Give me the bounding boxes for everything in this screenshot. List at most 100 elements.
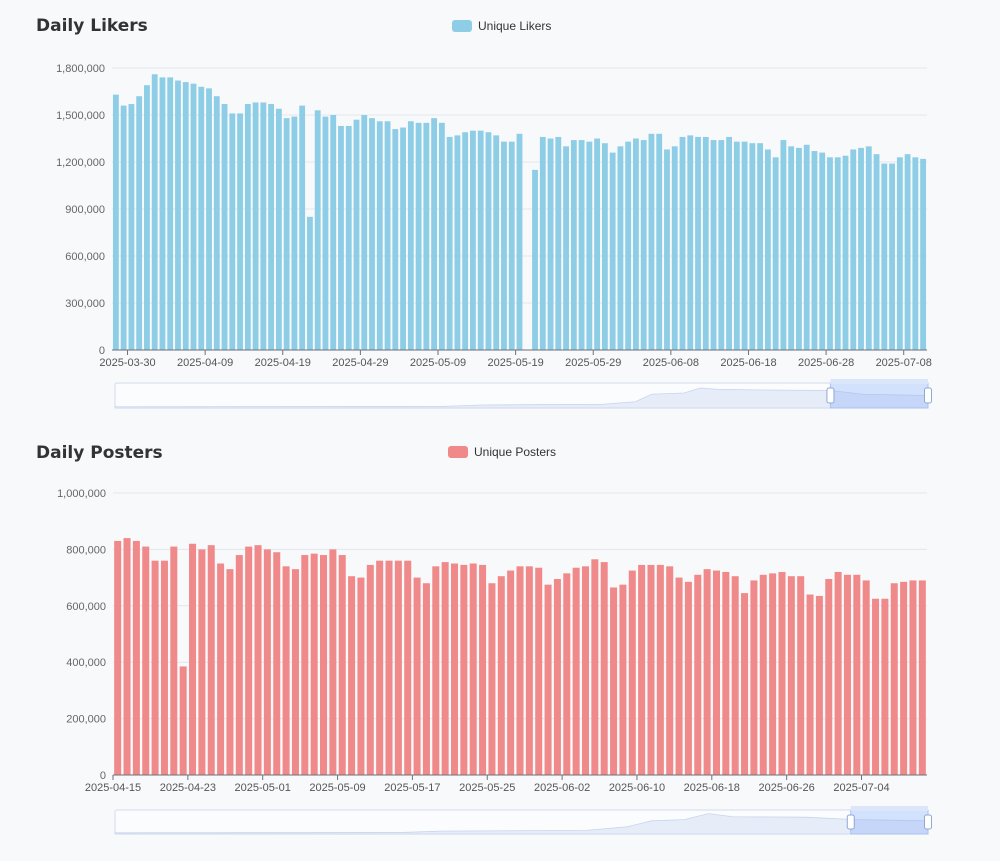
- likers-bar[interactable]: [260, 102, 267, 350]
- posters-bar[interactable]: [656, 564, 664, 775]
- likers-bar[interactable]: [912, 157, 919, 350]
- posters-bar[interactable]: [703, 569, 711, 775]
- likers-bar[interactable]: [361, 115, 368, 350]
- likers-bar[interactable]: [213, 96, 220, 350]
- posters-bar[interactable]: [759, 574, 767, 775]
- posters-bar[interactable]: [170, 546, 178, 775]
- posters-bar[interactable]: [638, 564, 646, 775]
- posters-bar[interactable]: [488, 583, 496, 775]
- posters-bar[interactable]: [600, 562, 608, 775]
- posters-bar[interactable]: [628, 570, 636, 775]
- likers-bar[interactable]: [423, 122, 430, 350]
- likers-bar[interactable]: [648, 133, 655, 350]
- likers-bar[interactable]: [314, 110, 321, 350]
- likers-bar[interactable]: [796, 147, 802, 350]
- likers-bar[interactable]: [896, 157, 903, 350]
- likers-bar[interactable]: [656, 133, 663, 350]
- posters-bar[interactable]: [114, 540, 122, 775]
- posters-bar[interactable]: [881, 598, 889, 775]
- likers-bar[interactable]: [625, 141, 632, 350]
- likers-bar[interactable]: [865, 146, 872, 350]
- likers-bar[interactable]: [803, 144, 810, 350]
- posters-bar[interactable]: [918, 580, 926, 775]
- likers-bar[interactable]: [322, 116, 329, 350]
- likers-bar[interactable]: [345, 125, 352, 350]
- likers-bar[interactable]: [539, 136, 546, 350]
- posters-bar[interactable]: [572, 567, 580, 775]
- likers-bar[interactable]: [702, 136, 709, 350]
- likers-bar[interactable]: [586, 141, 593, 350]
- likers-bar[interactable]: [299, 105, 306, 350]
- likers-bar[interactable]: [640, 140, 647, 350]
- posters-bar[interactable]: [619, 584, 627, 775]
- likers-bar[interactable]: [477, 130, 484, 350]
- likers-bar[interactable]: [446, 136, 453, 350]
- likers-legend[interactable]: Unique Likers: [452, 19, 551, 33]
- likers-bar[interactable]: [733, 141, 740, 350]
- posters-bar[interactable]: [525, 566, 533, 775]
- likers-bar[interactable]: [881, 163, 888, 350]
- likers-bar[interactable]: [112, 94, 119, 350]
- posters-bar[interactable]: [254, 545, 262, 775]
- likers-bar[interactable]: [229, 113, 236, 350]
- posters-bar[interactable]: [273, 552, 281, 775]
- likers-bar[interactable]: [555, 136, 562, 350]
- likers-bar[interactable]: [438, 122, 445, 350]
- likers-bar[interactable]: [120, 105, 127, 350]
- posters-bar[interactable]: [684, 581, 692, 775]
- posters-bar[interactable]: [394, 560, 402, 775]
- posters-bar[interactable]: [422, 583, 430, 775]
- posters-bar[interactable]: [151, 560, 159, 775]
- likers-bar[interactable]: [764, 149, 771, 350]
- likers-bar[interactable]: [532, 169, 538, 350]
- likers-bar[interactable]: [237, 113, 243, 350]
- posters-bar[interactable]: [291, 569, 299, 775]
- posters-zoom-selection[interactable]: [850, 809, 929, 835]
- likers-bar[interactable]: [501, 141, 507, 350]
- likers-bar[interactable]: [182, 82, 189, 350]
- likers-bar[interactable]: [609, 152, 616, 350]
- likers-bar[interactable]: [757, 143, 764, 350]
- likers-bar[interactable]: [167, 77, 174, 351]
- posters-bar[interactable]: [338, 555, 346, 775]
- likers-bar[interactable]: [493, 135, 500, 350]
- posters-bar[interactable]: [132, 540, 140, 775]
- likers-bar[interactable]: [144, 85, 150, 350]
- posters-bar[interactable]: [507, 570, 515, 775]
- posters-bar[interactable]: [357, 577, 365, 775]
- posters-bar[interactable]: [900, 581, 908, 775]
- likers-bar[interactable]: [470, 130, 476, 350]
- likers-bar[interactable]: [749, 143, 756, 350]
- likers-bar[interactable]: [718, 140, 725, 350]
- likers-bar[interactable]: [175, 80, 181, 351]
- likers-bar[interactable]: [671, 146, 678, 350]
- likers-bar[interactable]: [570, 140, 577, 350]
- likers-bar[interactable]: [617, 146, 624, 350]
- likers-bar[interactable]: [594, 138, 601, 351]
- posters-bar[interactable]: [544, 584, 552, 775]
- likers-bar[interactable]: [190, 83, 197, 351]
- likers-zoom-handle-left[interactable]: [826, 387, 835, 404]
- posters-bar[interactable]: [516, 566, 524, 775]
- likers-bar[interactable]: [842, 155, 849, 350]
- posters-bar[interactable]: [366, 564, 374, 775]
- posters-bar[interactable]: [815, 595, 823, 775]
- posters-zoom-handle-right[interactable]: [924, 814, 932, 830]
- posters-bar[interactable]: [872, 598, 880, 775]
- posters-bar[interactable]: [441, 562, 449, 775]
- posters-bar[interactable]: [207, 545, 215, 775]
- posters-bar[interactable]: [310, 553, 318, 775]
- posters-bar[interactable]: [890, 583, 898, 775]
- likers-bar[interactable]: [741, 141, 748, 350]
- likers-zoom-handle-right[interactable]: [924, 387, 932, 404]
- likers-bar[interactable]: [858, 147, 864, 350]
- likers-bar[interactable]: [889, 163, 895, 350]
- posters-bar[interactable]: [853, 574, 861, 775]
- likers-zoom-selection[interactable]: [829, 382, 929, 409]
- likers-bar[interactable]: [710, 140, 717, 350]
- likers-bar[interactable]: [330, 115, 337, 350]
- likers-bar[interactable]: [687, 135, 694, 350]
- likers-bar[interactable]: [850, 149, 857, 350]
- posters-bar[interactable]: [226, 569, 234, 775]
- posters-legend[interactable]: Unique Posters: [448, 445, 556, 459]
